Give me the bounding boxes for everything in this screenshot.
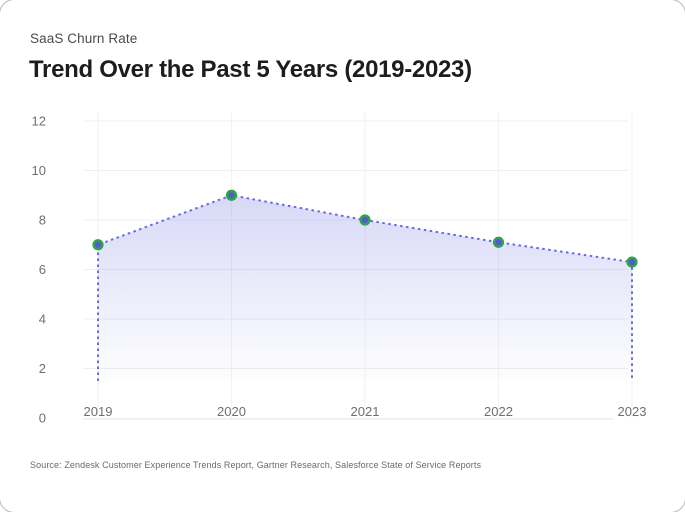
y-tick-label: 6 — [39, 262, 46, 277]
y-tick-label: 10 — [32, 163, 46, 178]
x-tick-label: 2021 — [351, 404, 380, 419]
data-point — [492, 236, 505, 248]
y-tick-label: 12 — [32, 114, 46, 129]
x-tick-label: 2023 — [618, 404, 647, 419]
data-point — [225, 189, 238, 201]
data-point — [626, 256, 638, 268]
x-tick-label: 2019 — [84, 404, 113, 419]
page-title: Trend Over the Past 5 Years (2019-2023) — [29, 56, 472, 83]
y-tick-label: 4 — [39, 312, 46, 327]
x-tick-label: 2022 — [484, 404, 513, 419]
x-tick-label: 2020 — [217, 404, 246, 419]
y-tick-label: 2 — [39, 361, 46, 376]
data-point — [359, 214, 371, 226]
y-tick-label: 8 — [39, 213, 46, 228]
source-note: Source: Zendesk Customer Experience Tren… — [30, 460, 482, 470]
chart-eyebrow: SaaS Churn Rate — [30, 31, 138, 46]
y-tick-label: 0 — [39, 411, 46, 426]
data-point — [92, 239, 104, 251]
area-fill — [98, 195, 632, 381]
